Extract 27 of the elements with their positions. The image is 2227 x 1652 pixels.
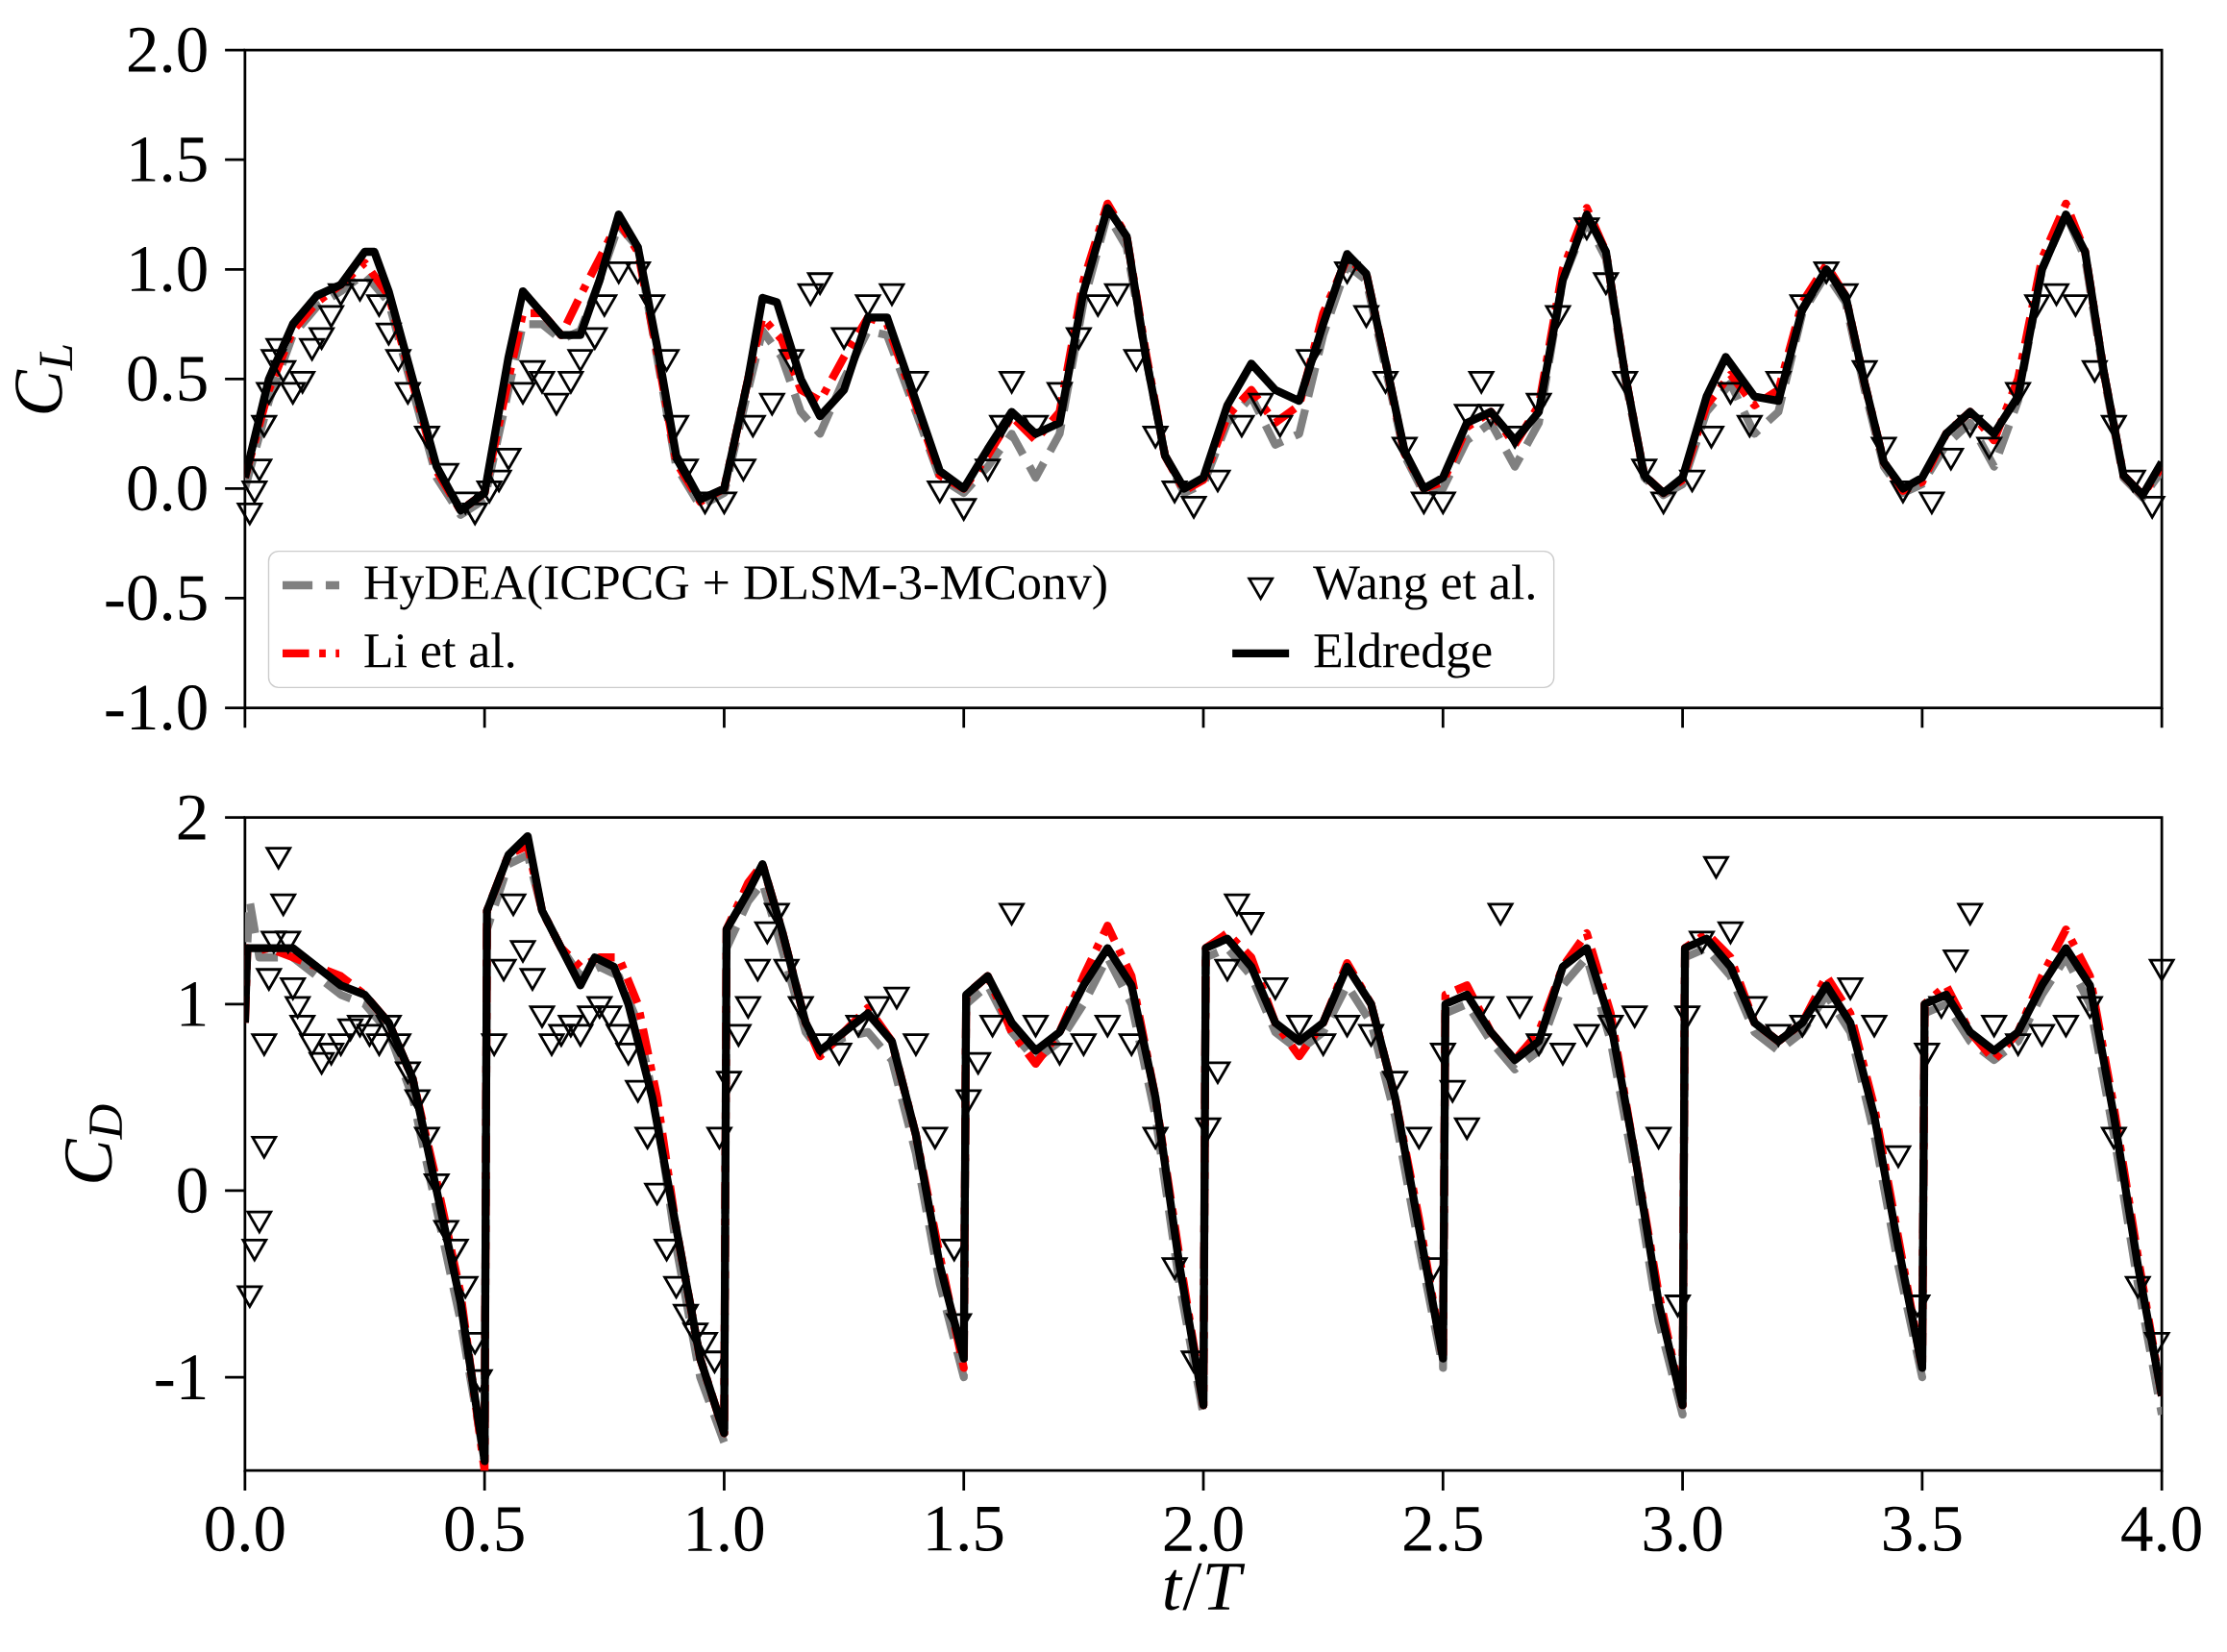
legend-label: Eldredge [1314,632,1492,678]
y-tick-label: 2.0 [128,27,207,73]
y-tick-label: 0.0 [128,465,207,511]
y-tick-label: -0.5 [106,576,207,621]
y-tick-label: -1.0 [106,685,207,731]
y-tick-label: 1.5 [131,136,207,183]
x-tick-label: 0.5 [445,1506,524,1552]
y-tick-label: 1.0 [131,246,207,292]
legend-label: HyDEA(ICPCG + DLSM-3-MConv) [364,564,1106,610]
legend-label: Li et al. [364,632,514,669]
x-tick-label: 1.0 [688,1506,764,1552]
x-tick-label: 3.5 [1883,1506,1962,1552]
x-tick-label: 0.0 [206,1506,285,1552]
text: C$_{L}$ [15,345,72,413]
x-tick-label: 4.0 [2121,1506,2201,1552]
y-tick-label: 1 [181,981,206,1026]
legend-label: Wang et al. [1313,564,1534,610]
y-tick-label: 0.5 [128,356,207,402]
text: C$_{D}$ [64,1104,122,1182]
x-tick-label: 2.0 [1164,1506,1243,1552]
x-tick-label: 1.5 [928,1506,1003,1552]
y-tick-label: 0 [178,1168,207,1214]
x-axis-title: t/T [1164,1563,1246,1611]
y-tick-label: 2 [178,795,206,840]
x-tick-label: 3.0 [1644,1506,1722,1552]
x-tick-label: 2.5 [1404,1506,1482,1552]
y-tick-label: -1 [156,1355,206,1399]
